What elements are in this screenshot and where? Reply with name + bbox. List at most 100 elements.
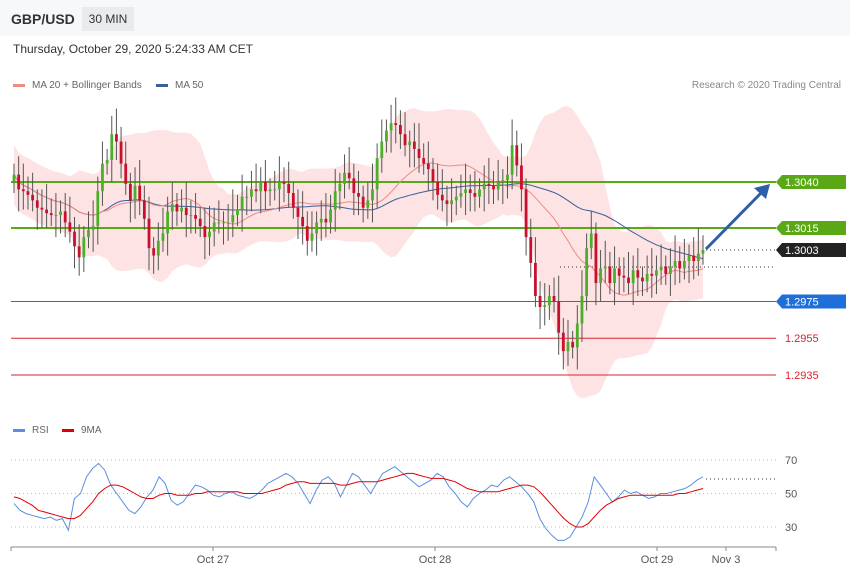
candle-body	[212, 222, 216, 232]
legend-swatch-ma20	[13, 83, 25, 87]
candle-body	[17, 174, 21, 190]
candle-body	[566, 341, 570, 352]
candle-body	[170, 204, 174, 212]
candle-body	[482, 183, 486, 190]
candle-body	[91, 226, 95, 230]
candle-body	[371, 189, 374, 201]
candle-body	[166, 211, 170, 234]
candle-body	[547, 295, 551, 306]
rsi-series-rsi	[13, 462, 704, 541]
candle-body	[701, 250, 705, 254]
price-tag-1.3015	[776, 220, 846, 235]
candle-body	[464, 189, 467, 194]
candle-body	[538, 295, 542, 307]
candle-body	[622, 275, 626, 278]
symbol-label: GBP/USD	[11, 11, 75, 27]
candle-body	[361, 196, 365, 208]
candle-body	[487, 183, 491, 186]
x-tick-label: Oct 27	[197, 554, 229, 566]
candle-body	[608, 266, 612, 284]
candle-body	[589, 233, 593, 249]
legend-label-rsi: RSI	[32, 425, 49, 436]
candle-body	[650, 273, 654, 276]
candle-body	[217, 222, 221, 224]
candle-body	[426, 163, 430, 170]
candle-body	[440, 194, 444, 201]
candle-body	[189, 215, 193, 217]
candle-body	[431, 169, 435, 182]
price-tag-1.2975	[776, 294, 846, 309]
price-tag-1.3040	[776, 175, 846, 189]
candle-body	[282, 182, 286, 184]
candle-body	[631, 270, 635, 284]
candle-body	[259, 182, 263, 192]
candle-body	[571, 341, 575, 348]
x-tick-label: Nov 3	[712, 554, 741, 566]
candle-body	[175, 204, 179, 212]
candle-body	[287, 183, 291, 194]
candle-body	[366, 200, 370, 208]
legend-9ma: 9MA	[62, 425, 102, 436]
candle-body	[534, 262, 537, 296]
timeframe-badge[interactable]: 30 MIN	[82, 7, 134, 31]
rsi-tick-label: 30	[785, 522, 797, 534]
candle-body	[399, 125, 402, 135]
candle-body	[338, 183, 342, 192]
candle-body	[96, 191, 100, 227]
candle-body	[26, 191, 30, 195]
candle-body	[45, 209, 48, 214]
price-tag-label: 1.2935	[785, 370, 819, 382]
candle-body	[54, 215, 58, 217]
candle-body	[468, 189, 472, 194]
candle-body	[305, 226, 309, 241]
legend-swatch-ma50	[156, 83, 168, 87]
legend-ma20: MA 20 + Bollinger Bands	[13, 80, 142, 91]
price-tag-label: 1.3003	[785, 245, 819, 257]
candle-body	[375, 158, 379, 190]
candle-body	[263, 182, 267, 192]
legend-ma50: MA 50	[156, 80, 203, 91]
candle-body	[324, 218, 328, 223]
candle-body	[198, 218, 202, 227]
candle-body	[617, 268, 621, 276]
candle-body	[245, 196, 249, 198]
candle-body	[77, 246, 81, 258]
candle-body	[128, 183, 132, 201]
candle-body	[180, 207, 183, 212]
candle-body	[412, 141, 416, 149]
candle-body	[510, 145, 514, 175]
candle-body	[352, 178, 356, 194]
candle-body	[226, 222, 230, 224]
rsi-series-9ma	[13, 472, 704, 528]
candle-body	[333, 191, 337, 210]
candle-body	[613, 268, 616, 284]
candle-body	[552, 295, 556, 302]
candle-body	[59, 211, 62, 216]
candle-body	[347, 172, 351, 179]
candle-body	[236, 209, 239, 216]
candle-body	[394, 123, 398, 126]
candle-body	[268, 189, 272, 192]
candle-body	[506, 174, 509, 181]
candle-body	[524, 189, 528, 238]
candle-body	[152, 248, 156, 256]
candle-body	[496, 182, 500, 190]
candle-body	[543, 305, 547, 307]
candle-body	[389, 123, 393, 131]
candle-body	[63, 211, 67, 223]
candle-body	[696, 253, 700, 262]
candle-body	[250, 189, 253, 197]
bollinger-band	[14, 106, 703, 399]
candle-body	[147, 218, 151, 249]
candle-body	[594, 233, 598, 284]
candle-body	[142, 200, 146, 219]
candle-body	[678, 261, 682, 269]
candle-body	[73, 231, 76, 247]
candle-body	[687, 255, 691, 262]
candle-body	[492, 185, 495, 190]
price-tag-1.3003	[776, 243, 846, 258]
candle-body	[40, 207, 44, 210]
candle-body	[501, 180, 505, 182]
candle-body	[557, 301, 561, 333]
